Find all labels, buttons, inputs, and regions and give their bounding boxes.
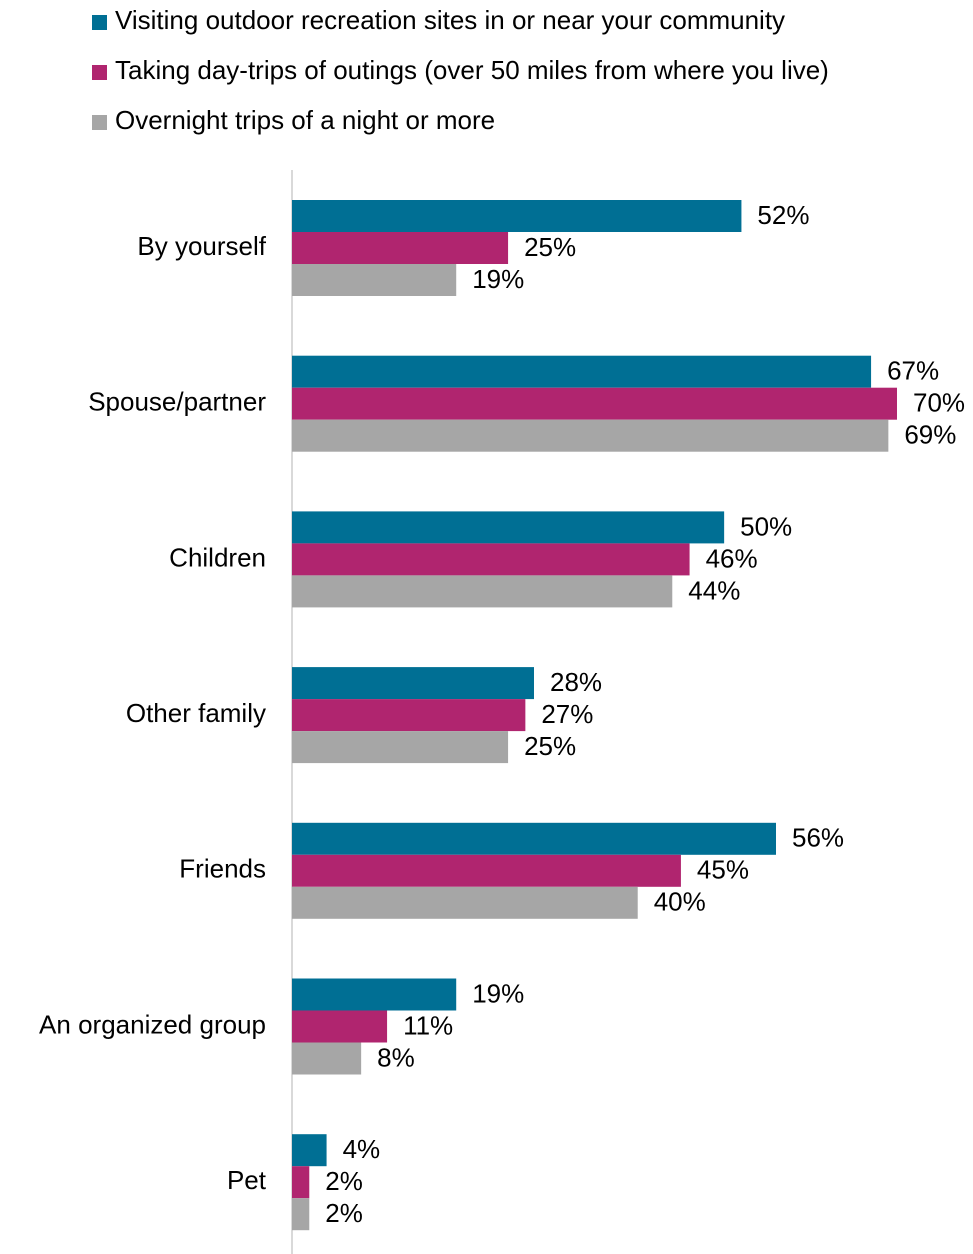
bar xyxy=(292,1166,310,1199)
category-label: Spouse/partner xyxy=(88,387,266,417)
legend-swatch xyxy=(92,15,107,30)
category-label: Pet xyxy=(227,1165,267,1195)
value-label: 25% xyxy=(524,232,576,262)
value-label: 44% xyxy=(688,575,740,605)
value-label: 25% xyxy=(524,731,576,761)
bar xyxy=(292,978,457,1011)
value-label: 69% xyxy=(904,420,956,450)
bar xyxy=(292,200,742,232)
value-label: 11% xyxy=(403,1010,453,1040)
category-label: Friends xyxy=(179,854,266,884)
legend-label: Overnight trips of a night or more xyxy=(115,105,495,135)
value-label: 19% xyxy=(472,264,524,294)
value-label: 70% xyxy=(913,388,965,418)
category-label: By yourself xyxy=(137,231,266,261)
bar xyxy=(292,355,872,388)
bar xyxy=(292,511,725,544)
bar xyxy=(292,419,889,452)
value-label: 28% xyxy=(550,667,602,697)
category-label: Other family xyxy=(126,698,266,728)
bar xyxy=(292,667,534,700)
legend-swatch xyxy=(92,115,107,130)
value-label: 19% xyxy=(472,978,524,1008)
bar xyxy=(292,854,681,887)
bar xyxy=(292,699,526,732)
bar xyxy=(292,1134,327,1167)
bar xyxy=(292,264,457,296)
value-label: 2% xyxy=(325,1198,363,1228)
value-label: 50% xyxy=(740,511,792,541)
legend-label: Visiting outdoor recreation sites in or … xyxy=(115,5,785,35)
value-label: 40% xyxy=(654,887,706,917)
value-label: 67% xyxy=(887,356,939,386)
bar xyxy=(292,575,673,608)
bar xyxy=(292,232,509,264)
bar xyxy=(292,1010,388,1043)
bar xyxy=(292,1042,362,1075)
bar xyxy=(292,731,509,764)
bar xyxy=(292,387,897,420)
value-label: 8% xyxy=(377,1042,415,1072)
legend-swatch xyxy=(92,65,107,80)
bar xyxy=(292,886,638,919)
value-label: 52% xyxy=(757,200,809,230)
bar xyxy=(292,1198,310,1231)
value-label: 56% xyxy=(792,823,844,853)
value-label: 46% xyxy=(706,543,758,573)
bar xyxy=(292,543,690,576)
category-label: An organized group xyxy=(39,1009,266,1039)
value-label: 45% xyxy=(697,855,749,885)
value-label: 27% xyxy=(541,699,593,729)
value-label: 2% xyxy=(325,1166,363,1196)
value-label: 4% xyxy=(343,1134,381,1164)
legend-label: Taking day-trips of outings (over 50 mil… xyxy=(115,55,829,85)
bar xyxy=(292,822,776,855)
category-label: Children xyxy=(169,542,266,572)
